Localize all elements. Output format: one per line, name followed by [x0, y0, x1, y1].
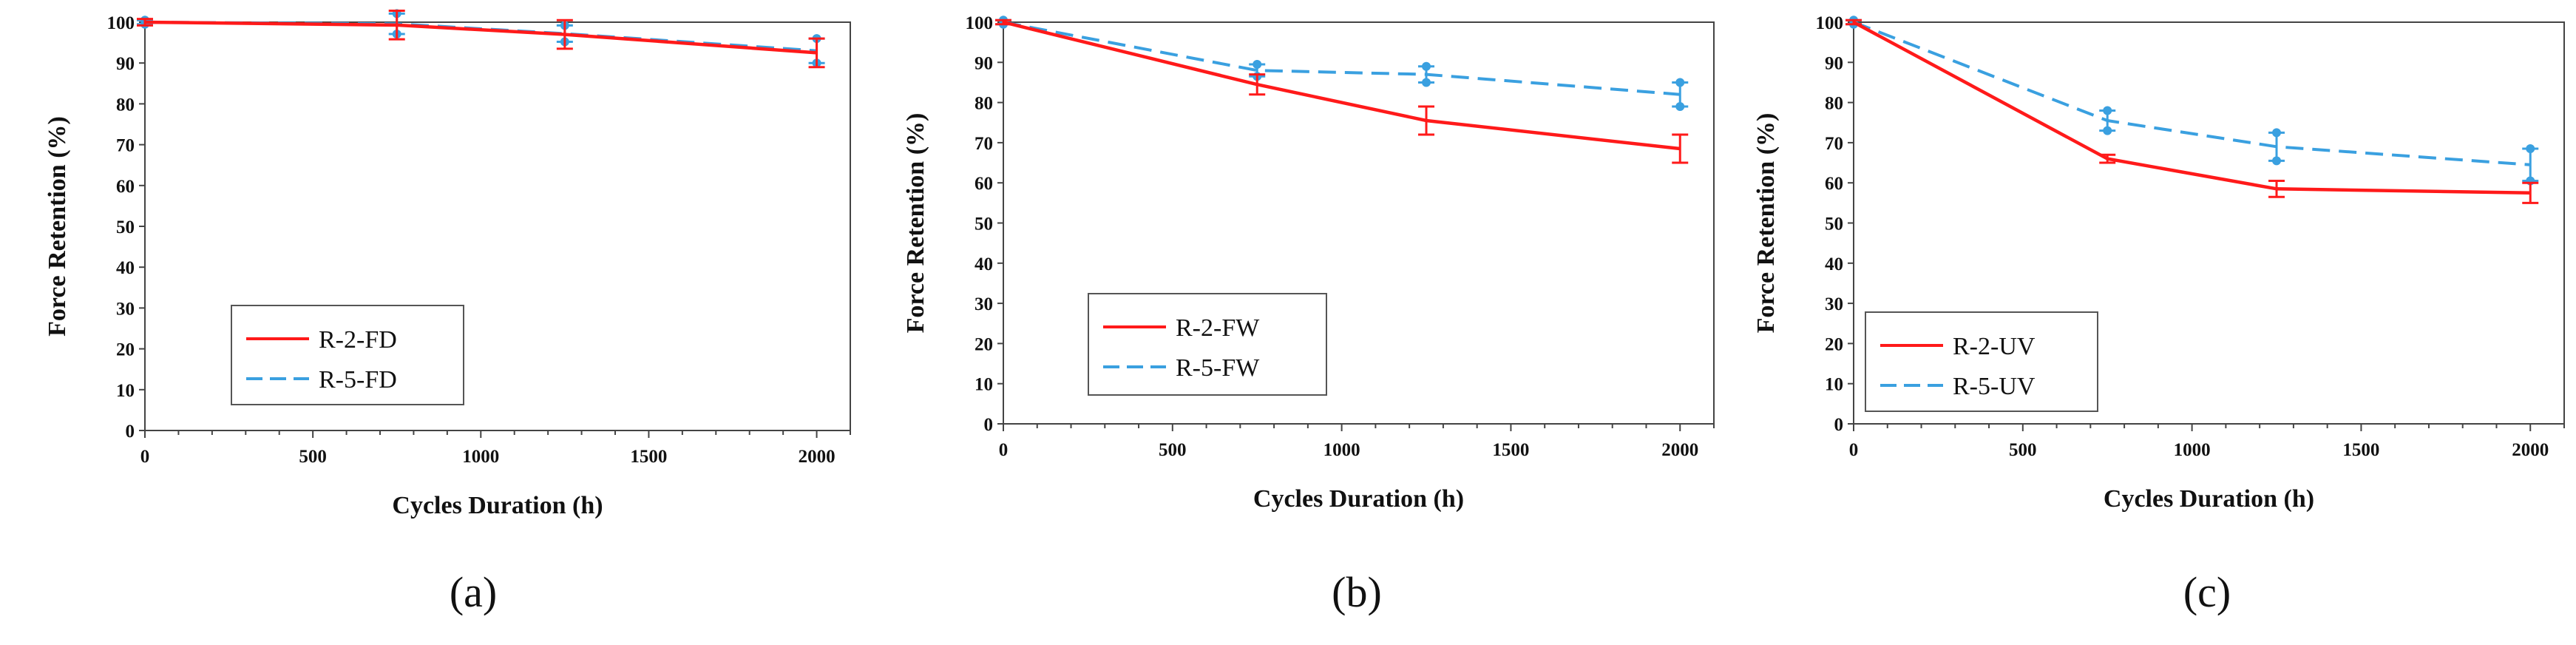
y-tick-label: 60 — [1825, 174, 1843, 194]
y-tick-label: 60 — [975, 174, 993, 194]
x-axis-title: Cycles Duration (h) — [1253, 485, 1464, 513]
y-tick-label: 50 — [116, 217, 135, 237]
x-tick-label: 2000 — [1661, 440, 1698, 460]
series-line — [1852, 21, 2531, 195]
legend-label: R-5-UV — [1953, 373, 2036, 400]
y-tick-label: 90 — [1825, 53, 1843, 73]
y-tick-label: 30 — [116, 299, 135, 319]
y-tick-label: 80 — [975, 94, 993, 114]
legend-box — [1865, 311, 2098, 412]
legend-box — [1088, 293, 1327, 396]
y-tick-label: 50 — [1825, 215, 1843, 234]
series-R-2-UV — [1845, 18, 2539, 204]
data-point — [1253, 60, 1262, 70]
y-tick-label: 70 — [1825, 134, 1843, 154]
x-tick-label: 500 — [1159, 440, 1187, 460]
panel-caption: (c) — [2183, 568, 2231, 616]
data-point — [1675, 78, 1685, 87]
x-tick-label: 1000 — [2174, 440, 2211, 460]
y-tick-label: 30 — [1825, 294, 1843, 314]
y-tick-label: 20 — [116, 340, 135, 360]
legend-label: R-5-FD — [319, 366, 397, 394]
series-line — [1853, 21, 2531, 166]
data-point — [2103, 106, 2112, 115]
y-tick-label: 0 — [126, 422, 135, 442]
y-tick-label: 20 — [975, 334, 993, 354]
y-tick-label: 0 — [1834, 415, 1844, 435]
x-tick-label: 1000 — [1323, 440, 1360, 460]
x-tick-label: 500 — [299, 447, 327, 467]
y-tick-label: 100 — [966, 13, 994, 33]
y-tick-label: 60 — [116, 177, 135, 197]
legend-label: R-2-FW — [1176, 314, 1260, 342]
y-tick-label: 50 — [975, 215, 993, 234]
y-axis-title: Force Retention (%) — [1752, 113, 1780, 334]
x-axis-title: Cycles Duration (h) — [392, 492, 603, 519]
y-axis-title: Force Retention (%) — [44, 116, 71, 337]
y-tick-label: 80 — [1825, 94, 1843, 114]
legend-label: R-2-FD — [319, 326, 397, 354]
data-point — [2103, 126, 2112, 135]
y-tick-label: 0 — [984, 415, 994, 435]
x-tick-label: 1500 — [2342, 440, 2379, 460]
series-R-2-FD — [137, 10, 825, 69]
series-R-5-FD — [137, 9, 825, 68]
y-tick-label: 40 — [975, 254, 993, 274]
legend: R-2-UV R-5-UV — [1865, 311, 2098, 412]
legend-label: R-5-FW — [1176, 354, 1260, 382]
data-point — [1422, 78, 1431, 87]
panel-caption: (b) — [1332, 568, 1382, 616]
x-tick-label: 0 — [999, 440, 1009, 460]
legend-box — [231, 305, 464, 405]
x-tick-label: 1500 — [1492, 440, 1529, 460]
x-tick-label: 500 — [2009, 440, 2037, 460]
legend: R-2-FW R-5-FW — [1088, 293, 1327, 396]
y-axis-title: Force Retention (%) — [902, 113, 929, 334]
y-tick-label: 40 — [116, 258, 135, 278]
x-axis-title: Cycles Duration (h) — [2104, 485, 2314, 513]
y-tick-label: 70 — [975, 134, 993, 154]
x-tick-label: 2000 — [799, 447, 835, 467]
x-tick-label: 2000 — [2512, 440, 2549, 460]
series-line — [1003, 20, 1681, 151]
legend-label: R-2-UV — [1953, 333, 2036, 360]
y-tick-label: 80 — [116, 95, 135, 115]
y-tick-label: 10 — [1825, 375, 1843, 395]
y-tick-label: 10 — [116, 381, 135, 401]
series-line — [144, 20, 817, 55]
data-point — [2272, 156, 2282, 166]
y-tick-label: 100 — [1816, 13, 1844, 33]
x-tick-label: 0 — [140, 447, 150, 467]
y-tick-label: 100 — [107, 13, 135, 33]
data-point — [1675, 102, 1685, 112]
x-tick-label: 0 — [1849, 440, 1859, 460]
y-tick-label: 30 — [975, 294, 993, 314]
panel-caption: (a) — [450, 568, 497, 616]
y-tick-label: 90 — [975, 53, 993, 73]
data-point — [2526, 144, 2535, 154]
y-tick-label: 20 — [1825, 334, 1843, 354]
y-tick-label: 90 — [116, 54, 135, 74]
legend: R-2-FD R-5-FD — [231, 305, 464, 405]
y-tick-label: 10 — [975, 375, 993, 395]
series-R-5-UV — [1845, 16, 2539, 186]
data-point — [1422, 61, 1431, 71]
series-R-5-FW — [995, 16, 1689, 112]
data-point — [2272, 128, 2282, 138]
series-line — [1003, 21, 1681, 96]
y-tick-label: 70 — [116, 136, 135, 156]
x-tick-label: 1000 — [462, 447, 499, 467]
x-tick-label: 1500 — [630, 447, 667, 467]
y-tick-label: 40 — [1825, 254, 1843, 274]
series-R-2-FW — [995, 18, 1689, 164]
